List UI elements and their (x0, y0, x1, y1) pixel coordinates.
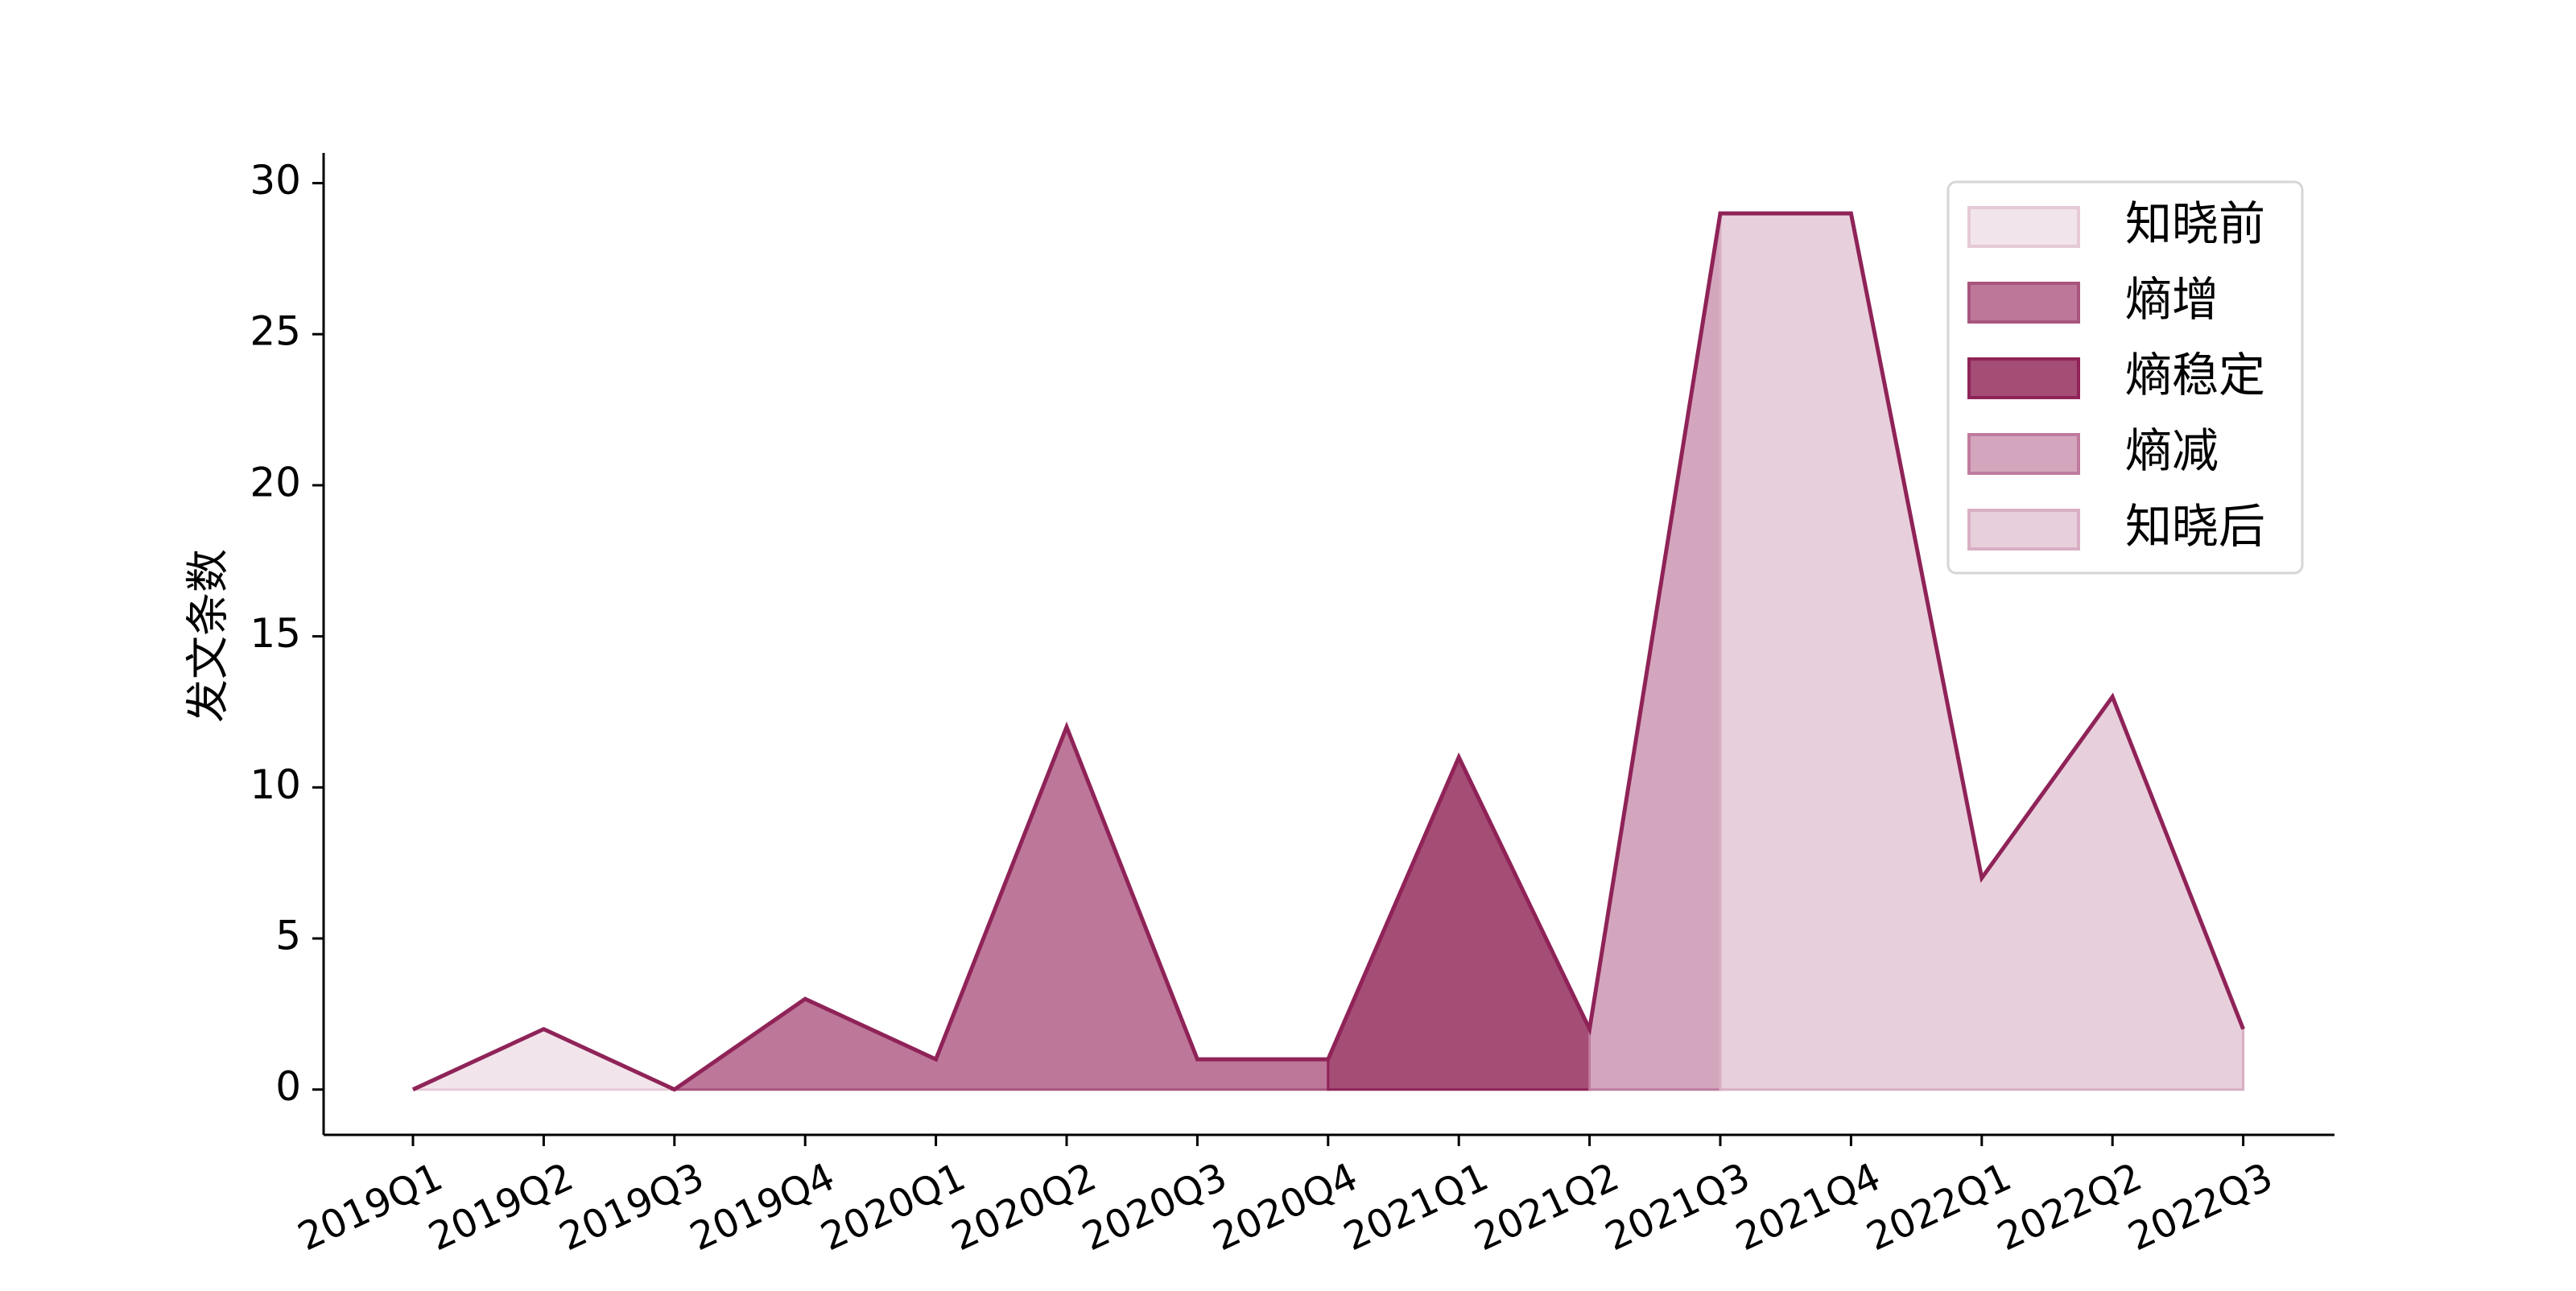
legend-swatch (1967, 282, 2080, 324)
area-segment-2 (671, 724, 1330, 1091)
y-tick-label: 30 (250, 157, 301, 204)
y-axis-label: 发文条数 (183, 549, 233, 723)
legend-box (1946, 180, 2304, 575)
y-tick-label: 5 (275, 913, 301, 959)
legend-label: 知晓后 (2125, 499, 2265, 554)
x-tick-label: 2020Q2 (945, 1154, 1103, 1260)
legend-swatch (1967, 357, 2080, 399)
y-tick-label: 0 (275, 1063, 301, 1110)
x-tick-label: 2021Q2 (1468, 1154, 1625, 1260)
y-tick-label: 15 (250, 610, 301, 657)
x-tick-label: 2019Q3 (553, 1154, 711, 1260)
legend-label: 熵增 (2125, 272, 2219, 327)
x-tick-label: 2021Q1 (1337, 1154, 1495, 1260)
area-segment-3 (1327, 754, 1591, 1091)
x-tick-label: 2019Q4 (683, 1154, 841, 1260)
legend-swatch (1967, 206, 2080, 248)
x-tick-label: 2021Q4 (1729, 1154, 1887, 1260)
legend-swatch (1967, 433, 2080, 475)
y-tick-label: 10 (250, 761, 301, 808)
x-tick-label: 2019Q2 (422, 1154, 580, 1260)
x-tick-label: 2019Q1 (291, 1154, 449, 1260)
x-tick-label: 2022Q1 (1860, 1154, 2018, 1260)
x-tick-label: 2021Q3 (1599, 1154, 1757, 1260)
legend-swatch (1967, 509, 2080, 551)
x-tick-label: 2020Q3 (1075, 1154, 1233, 1260)
x-tick-label: 2022Q2 (1991, 1154, 2149, 1260)
y-ticks: 0 5 10 15 20 25 30 (250, 157, 324, 1110)
x-tick-label: 2020Q1 (814, 1154, 972, 1260)
x-tick-label: 2022Q3 (2121, 1154, 2279, 1260)
legend-label: 熵减 (2125, 423, 2219, 478)
x-tick-label: 2020Q4 (1207, 1154, 1364, 1260)
area-segment-1 (412, 1027, 675, 1091)
legend-label: 熵稳定 (2125, 348, 2265, 402)
x-ticks: 2019Q12019Q22019Q32019Q42020Q12020Q22020… (291, 1135, 2280, 1260)
line-layer (411, 211, 2245, 1092)
y-tick-label: 25 (250, 308, 301, 355)
legend-label: 知晓前 (2125, 196, 2265, 251)
y-tick-label: 20 (250, 459, 301, 505)
area-fills (412, 212, 2245, 1091)
series-line (411, 211, 2245, 1092)
